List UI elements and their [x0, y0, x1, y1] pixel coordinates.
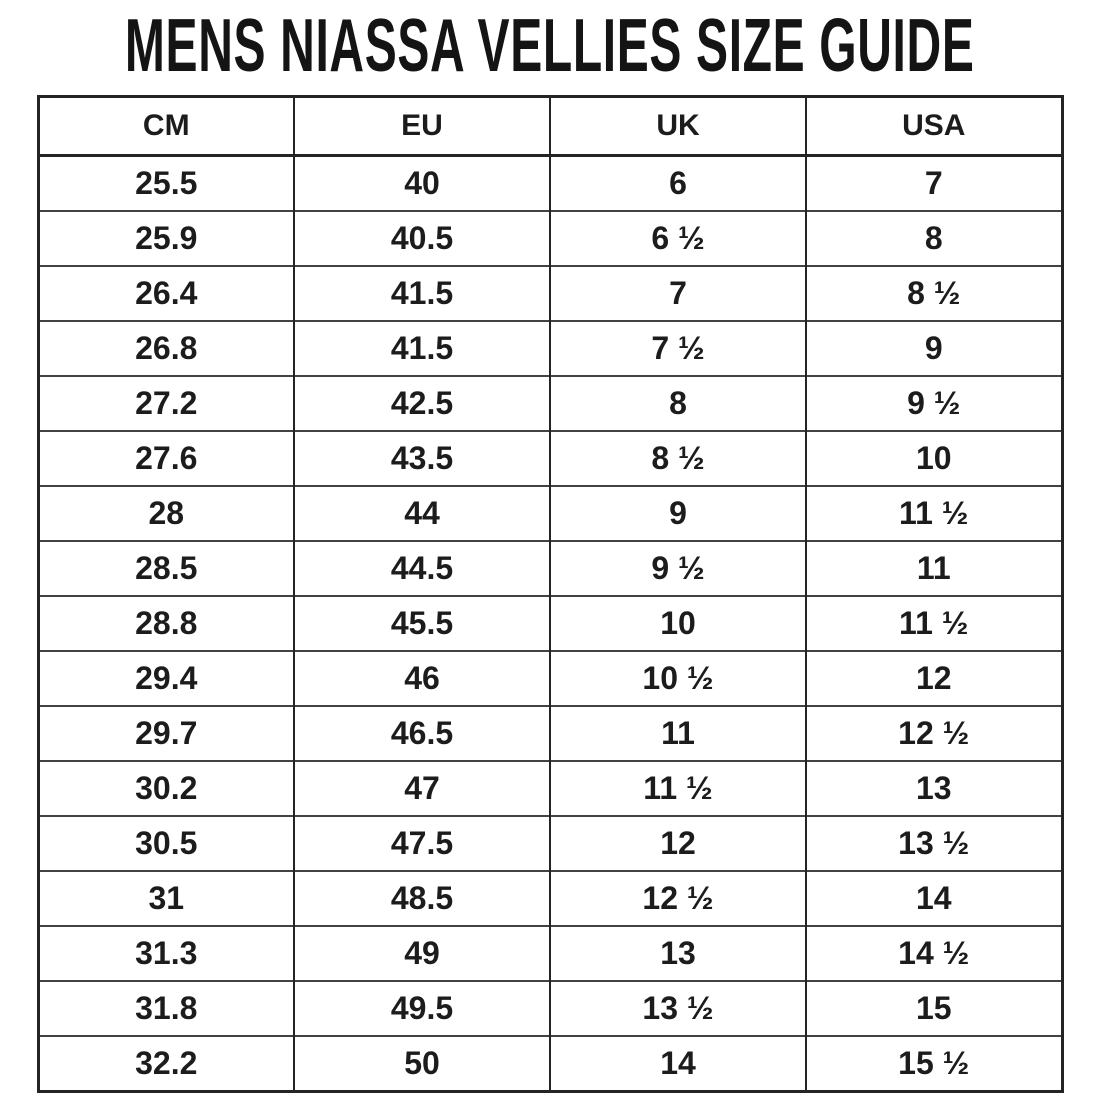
cell-cm: 30.5: [38, 815, 294, 871]
cell-cm: 31.3: [38, 925, 294, 981]
cell-uk: 13: [549, 925, 806, 981]
header-row: CM EU UK USA: [38, 96, 1062, 157]
cell-cm: 29.7: [38, 705, 294, 761]
cell-eu: 42.5: [293, 375, 550, 431]
table-row: 28.8 45.5 10 11 ½: [38, 595, 1062, 651]
cell-usa: 8 ½: [805, 265, 1062, 321]
table-row: 28.5 44.5 9 ½ 11: [38, 540, 1062, 596]
cell-usa: 12: [805, 650, 1062, 706]
cell-usa: 15 ½: [805, 1035, 1062, 1092]
cell-uk: 12 ½: [549, 870, 806, 926]
column-header-eu: EU: [293, 96, 550, 157]
cell-cm: 29.4: [38, 650, 294, 706]
cell-usa: 13: [805, 760, 1062, 816]
cell-cm: 30.2: [38, 760, 294, 816]
table-row: 29.7 46.5 11 12 ½: [38, 705, 1062, 761]
size-guide-table: CM EU UK USA 25.5 40 6 7 25.9 40.5 6 ½ 8…: [36, 95, 1064, 1093]
cell-usa: 11: [805, 540, 1062, 596]
cell-eu: 50: [293, 1035, 550, 1092]
table-row: 27.6 43.5 8 ½ 10: [38, 430, 1062, 486]
cell-cm: 31.8: [38, 980, 294, 1036]
cell-eu: 47: [293, 760, 550, 816]
table-row: 32.2 50 14 15 ½: [38, 1035, 1062, 1092]
table-row: 30.5 47.5 12 13 ½: [38, 815, 1062, 871]
cell-eu: 46: [293, 650, 550, 706]
table-row: 31.3 49 13 14 ½: [38, 925, 1062, 981]
cell-cm: 25.5: [38, 154, 294, 211]
cell-cm: 27.6: [38, 430, 294, 486]
cell-usa: 14: [805, 870, 1062, 926]
cell-uk: 7 ½: [549, 320, 806, 376]
cell-eu: 43.5: [293, 430, 550, 486]
cell-usa: 8: [805, 210, 1062, 266]
cell-eu: 41.5: [293, 265, 550, 321]
cell-eu: 46.5: [293, 705, 550, 761]
cell-eu: 40: [293, 154, 550, 211]
cell-eu: 40.5: [293, 210, 550, 266]
column-header-usa: USA: [805, 96, 1062, 157]
cell-eu: 49.5: [293, 980, 550, 1036]
cell-cm: 27.2: [38, 375, 294, 431]
cell-cm: 32.2: [38, 1035, 294, 1092]
cell-usa: 11 ½: [805, 595, 1062, 651]
table-row: 26.4 41.5 7 8 ½: [38, 265, 1062, 321]
cell-uk: 10: [549, 595, 806, 651]
cell-eu: 44: [293, 485, 550, 541]
column-header-uk: UK: [549, 96, 806, 157]
cell-uk: 12: [549, 815, 806, 871]
cell-usa: 14 ½: [805, 925, 1062, 981]
cell-eu: 49: [293, 925, 550, 981]
table-row: 27.2 42.5 8 9 ½: [38, 375, 1062, 431]
page-title-text: MENS NIASSA VELLIES SIZE GUIDE: [125, 3, 975, 87]
cell-usa: 12 ½: [805, 705, 1062, 761]
table-row: 25.9 40.5 6 ½ 8: [38, 210, 1062, 266]
cell-cm: 28.8: [38, 595, 294, 651]
cell-cm: 26.4: [38, 265, 294, 321]
cell-uk: 11: [549, 705, 806, 761]
cell-cm: 31: [38, 870, 294, 926]
cell-cm: 25.9: [38, 210, 294, 266]
table-row: 26.8 41.5 7 ½ 9: [38, 320, 1062, 376]
cell-usa: 15: [805, 980, 1062, 1036]
cell-usa: 9 ½: [805, 375, 1062, 431]
cell-uk: 10 ½: [549, 650, 806, 706]
cell-uk: 11 ½: [549, 760, 806, 816]
cell-uk: 9: [549, 485, 806, 541]
cell-usa: 10: [805, 430, 1062, 486]
cell-uk: 13 ½: [549, 980, 806, 1036]
cell-cm: 28: [38, 485, 294, 541]
cell-eu: 47.5: [293, 815, 550, 871]
cell-usa: 9: [805, 320, 1062, 376]
cell-usa: 13 ½: [805, 815, 1062, 871]
column-header-cm: CM: [38, 96, 294, 157]
cell-cm: 26.8: [38, 320, 294, 376]
table-row: 29.4 46 10 ½ 12: [38, 650, 1062, 706]
table-row: 30.2 47 11 ½ 13: [38, 760, 1062, 816]
cell-uk: 6 ½: [549, 210, 806, 266]
cell-uk: 8 ½: [549, 430, 806, 486]
cell-uk: 7: [549, 265, 806, 321]
cell-eu: 45.5: [293, 595, 550, 651]
page-title: MENS NIASSA VELLIES SIZE GUIDE: [0, 0, 1100, 95]
cell-uk: 6: [549, 154, 806, 211]
cell-eu: 44.5: [293, 540, 550, 596]
table-row: 31.8 49.5 13 ½ 15: [38, 980, 1062, 1036]
cell-uk: 8: [549, 375, 806, 431]
table-row: 28 44 9 11 ½: [38, 485, 1062, 541]
cell-cm: 28.5: [38, 540, 294, 596]
cell-eu: 41.5: [293, 320, 550, 376]
cell-usa: 7: [805, 154, 1062, 211]
cell-uk: 9 ½: [549, 540, 806, 596]
cell-eu: 48.5: [293, 870, 550, 926]
cell-usa: 11 ½: [805, 485, 1062, 541]
table-row: 25.5 40 6 7: [38, 154, 1062, 211]
cell-uk: 14: [549, 1035, 806, 1092]
table-row: 31 48.5 12 ½ 14: [38, 870, 1062, 926]
